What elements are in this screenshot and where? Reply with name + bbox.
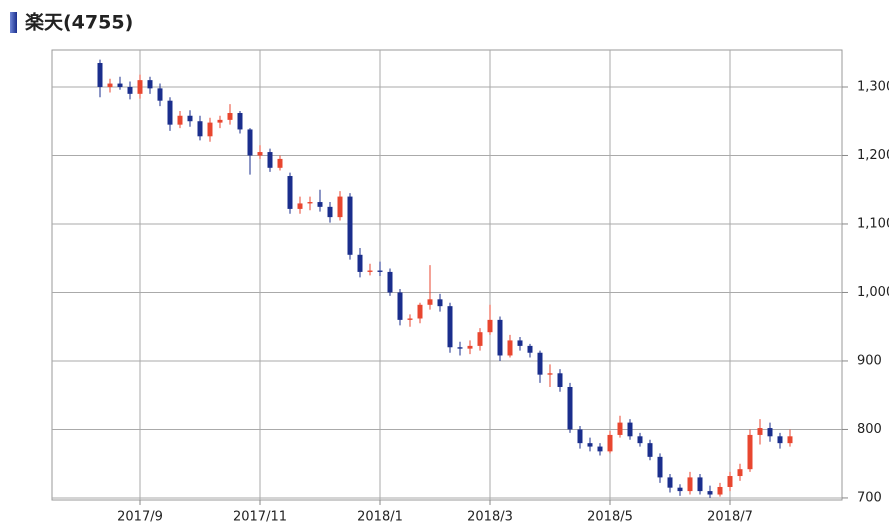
x-tick-label: 2018/3 (467, 510, 513, 525)
candle-body (127, 86, 133, 94)
candle-body (657, 456, 663, 478)
candle-body (687, 477, 693, 492)
candle-body (747, 434, 753, 470)
candle-body (757, 428, 763, 435)
candle-body (107, 83, 113, 87)
candle-body (477, 332, 483, 346)
candle-body (437, 299, 443, 307)
candle-body (257, 152, 263, 156)
plot-frame (51, 49, 843, 501)
candle-body (167, 100, 173, 125)
y-tick-label: 1,100 (857, 216, 889, 231)
title-icon (10, 12, 17, 33)
x-tick-label: 2017/11 (233, 510, 287, 525)
candle-body (537, 352, 543, 375)
candle-body (527, 345, 533, 353)
candle-body (307, 202, 313, 204)
y-tick-label: 1,200 (857, 148, 889, 163)
candle-body (497, 319, 503, 356)
candle-body (387, 271, 393, 293)
candle-body (237, 113, 243, 130)
candle-body (647, 443, 653, 457)
candle-body (227, 113, 233, 120)
candle-body (317, 202, 323, 207)
candle-body (217, 119, 223, 123)
candle-body (377, 270, 383, 272)
candle-body (277, 158, 283, 168)
candle-body (627, 422, 633, 437)
x-tick-label: 2018/5 (587, 510, 633, 525)
y-tick-label: 900 (857, 353, 882, 368)
candle-body (267, 152, 273, 168)
candle-body (617, 422, 623, 435)
candle-body (397, 292, 403, 320)
candle-body (347, 196, 353, 255)
candle-body (407, 318, 413, 320)
candle-body (557, 373, 563, 387)
candle-body (177, 115, 183, 125)
candle-body (337, 196, 343, 218)
candle-body (427, 299, 433, 305)
chart-title: 楽天(4755) (25, 11, 133, 34)
candle-body (467, 345, 473, 349)
candle-body (667, 477, 673, 488)
candle-body (707, 491, 713, 495)
candle-body (717, 486, 723, 495)
candle-body (577, 429, 583, 444)
candle-body (507, 340, 513, 356)
y-tick-label: 700 (857, 490, 882, 505)
candle-body (287, 176, 293, 209)
candle-body (197, 121, 203, 137)
candle-body (207, 122, 213, 137)
candle-body (767, 428, 773, 437)
candle-body (447, 306, 453, 348)
candle-body (587, 443, 593, 447)
y-tick-label: 800 (857, 422, 882, 437)
candle-body (247, 129, 253, 156)
candle-body (417, 304, 423, 319)
candle-body (117, 83, 123, 87)
candle-body (777, 436, 783, 444)
candle-body (607, 434, 613, 452)
candle-body (567, 386, 573, 430)
candle-body (637, 436, 643, 444)
x-tick-label: 2018/7 (707, 510, 753, 525)
x-tick-label: 2018/1 (357, 510, 403, 525)
candle-body (137, 80, 143, 94)
candle-body (297, 203, 303, 209)
candle-body (677, 487, 683, 492)
candle-body (187, 115, 193, 122)
candle-body (517, 340, 523, 346)
candle-body (787, 436, 793, 444)
candle-body (327, 206, 333, 218)
y-tick-label: 1,000 (857, 285, 889, 300)
x-tick-label: 2017/9 (117, 510, 163, 525)
candle-body (697, 477, 703, 492)
candle-body (597, 446, 603, 452)
candle-body (457, 347, 463, 349)
candle-body (357, 254, 363, 272)
candle-body (157, 88, 163, 101)
candle-body (97, 63, 103, 87)
y-tick-label: 1,300 (857, 79, 889, 94)
candle-body (147, 80, 153, 89)
candle-body (737, 469, 743, 477)
candle-body (727, 476, 733, 487)
candle-body (367, 270, 373, 272)
candle-body (547, 373, 553, 375)
candle-body (487, 319, 493, 333)
